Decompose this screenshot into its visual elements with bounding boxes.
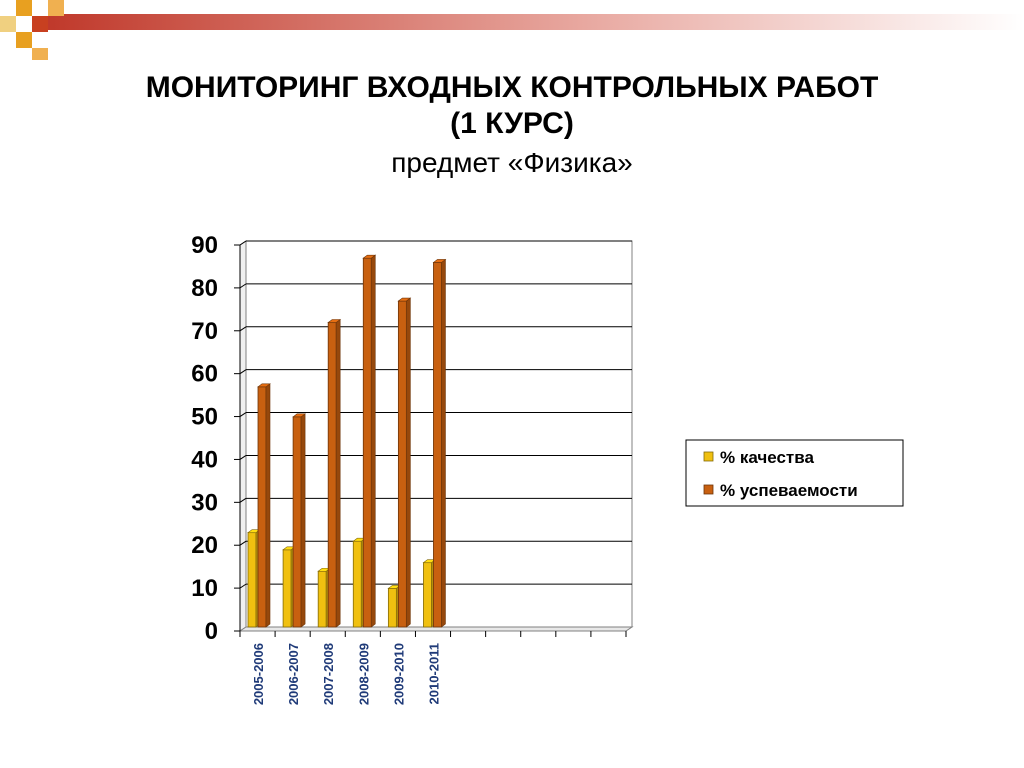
- x-tick-label: 2009-2010: [391, 643, 406, 705]
- gridline-wall: [239, 412, 247, 417]
- gridline-wall: [239, 369, 247, 375]
- header-square: [16, 0, 32, 16]
- bar-side: [265, 383, 271, 628]
- legend-swatch: [703, 451, 714, 462]
- bar-top: [362, 254, 377, 259]
- bar: [362, 257, 372, 628]
- header-gradient-bar: [48, 14, 1024, 30]
- bar: [423, 562, 432, 628]
- gridline-wall: [239, 240, 247, 246]
- y-tick-label: 30: [191, 489, 218, 516]
- bar-side: [370, 254, 376, 628]
- x-tick-label: 2006-2007: [286, 643, 301, 705]
- y-tick-label: 60: [191, 361, 218, 388]
- title-line-1: МОНИТОРИНГ ВХОДНЫХ КОНТРОЛЬНЫХ РАБОТ: [145, 71, 879, 104]
- legend-box: [685, 439, 904, 507]
- y-tick-label: 0: [205, 618, 218, 645]
- gridline-wall: [239, 326, 247, 332]
- bar-side: [441, 258, 446, 628]
- bar-side: [406, 297, 411, 628]
- title-line-2: (1 КУРС): [450, 107, 574, 140]
- header-square: [32, 16, 48, 32]
- bar-side: [300, 413, 306, 628]
- y-tick-label: 40: [191, 446, 218, 473]
- bar-top: [397, 297, 412, 302]
- gridline-wall: [239, 283, 247, 289]
- y-tick-label: 20: [191, 532, 218, 559]
- x-tick-label: 2010-2011: [426, 643, 441, 704]
- bar: [292, 416, 302, 628]
- gridline-wall: [239, 540, 247, 546]
- header-square: [16, 32, 32, 48]
- y-tick-label: 80: [191, 275, 218, 302]
- plot-floor: [238, 626, 634, 632]
- header-square: [48, 0, 64, 16]
- bar-top: [432, 259, 447, 263]
- x-tick-label: 2007-2008: [321, 643, 336, 705]
- legend-swatch: [703, 484, 714, 495]
- bar: [387, 588, 397, 628]
- bar: [247, 532, 257, 628]
- slide-header-decoration: [0, 0, 1024, 60]
- bar-top: [257, 383, 271, 388]
- y-tick-label: 10: [191, 575, 218, 602]
- header-square: [0, 16, 16, 32]
- slide-title: МОНИТОРИНГ ВХОДНЫХ КОНТРОЛЬНЫХ РАБОТ (1 …: [60, 70, 964, 180]
- subtitle: предмет «Физика»: [391, 147, 633, 178]
- legend-label: % успеваемости: [720, 481, 858, 500]
- bar-top: [327, 319, 342, 323]
- plot-left-wall: [239, 240, 247, 632]
- y-tick-label: 90: [191, 232, 218, 259]
- x-tick-label: 2005-2006: [251, 643, 266, 705]
- y-tick-label: 70: [191, 318, 218, 345]
- gridline-wall: [239, 583, 247, 589]
- legend-label: % качества: [720, 448, 814, 467]
- bar: [327, 322, 337, 628]
- gridline-wall: [239, 455, 247, 460]
- header-square: [32, 48, 48, 60]
- bar: [433, 262, 442, 628]
- bar: [257, 386, 267, 628]
- bar-side: [335, 318, 341, 628]
- bar: [352, 540, 362, 628]
- bar-top: [292, 413, 306, 418]
- bar: [397, 300, 407, 628]
- x-tick-label: 2008-2009: [356, 643, 371, 705]
- gridline-wall: [239, 497, 247, 503]
- y-tick-label: 50: [191, 404, 218, 431]
- bar: [317, 570, 327, 628]
- bar: [282, 549, 292, 628]
